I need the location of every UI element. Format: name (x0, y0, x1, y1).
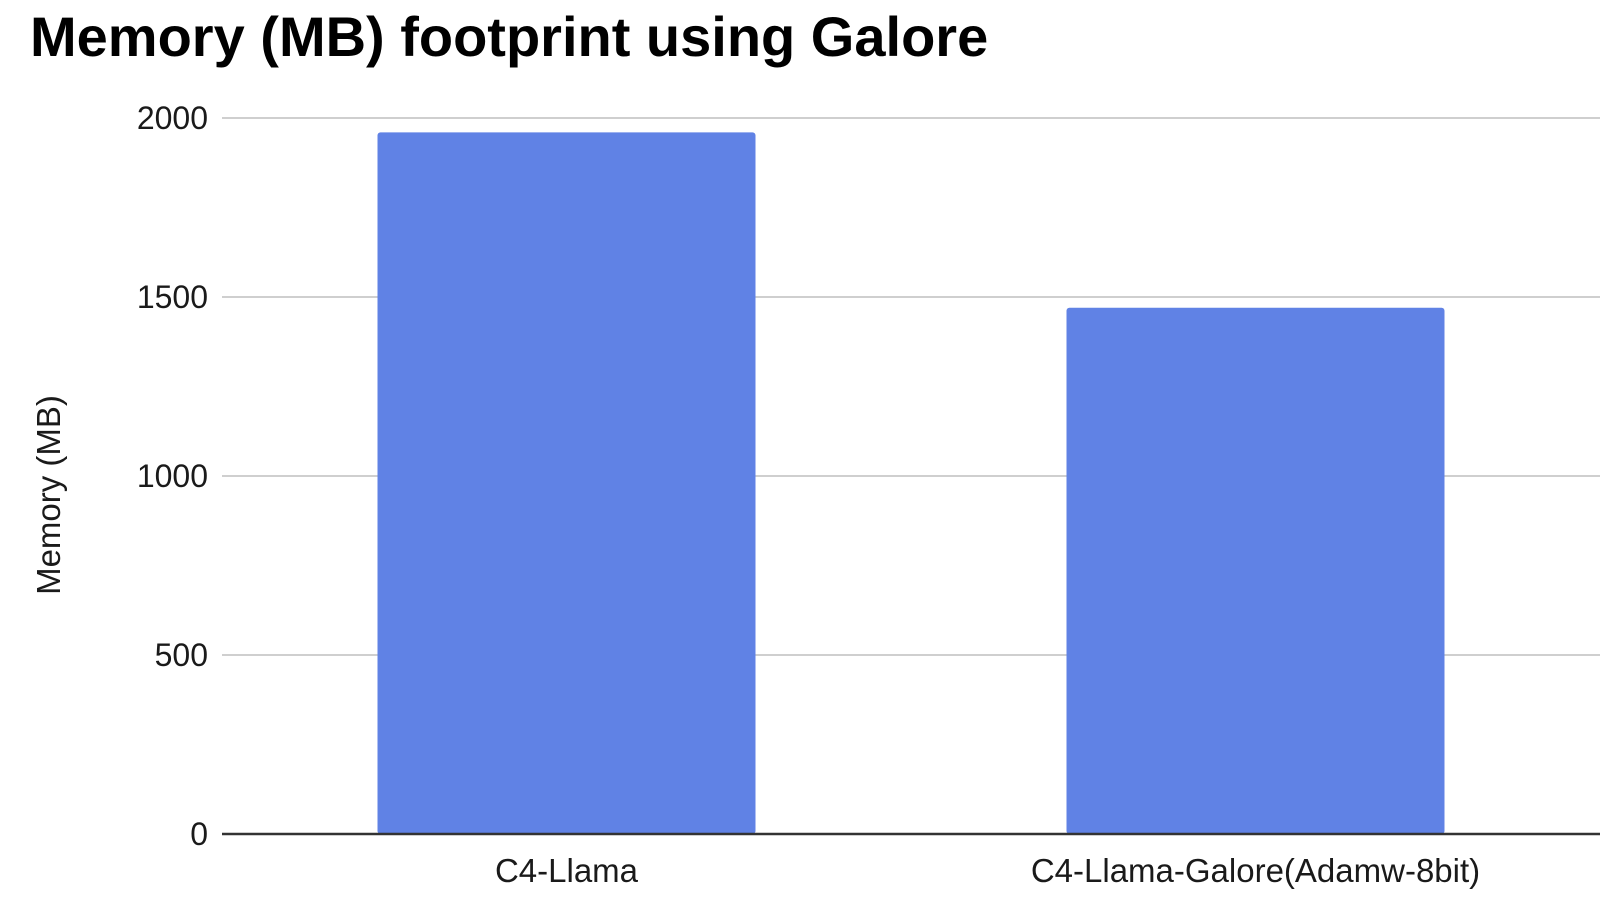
x-axis-categories: C4-Llama C4-Llama-Galore(Adamw-8bit) (495, 852, 1480, 889)
x-category-label: C4-Llama-Galore(Adamw-8bit) (1031, 852, 1480, 889)
bar-c4-llama-galore-adamw-8bit (1066, 307, 1445, 834)
chart-title: Memory (MB) footprint using Galore (30, 5, 988, 68)
y-tick-label: 500 (155, 637, 208, 673)
x-category-label: C4-Llama (495, 852, 639, 889)
y-tick-label: 1500 (137, 279, 208, 315)
y-axis-label: Memory (MB) (30, 395, 67, 595)
y-tick-label: 1000 (137, 458, 208, 494)
y-tick-label: 2000 (137, 100, 208, 136)
y-tick-label: 0 (190, 816, 208, 852)
bars (377, 132, 1445, 834)
y-axis-ticks: 0 500 1000 1500 2000 (137, 100, 208, 852)
bar-c4-llama (377, 132, 756, 834)
